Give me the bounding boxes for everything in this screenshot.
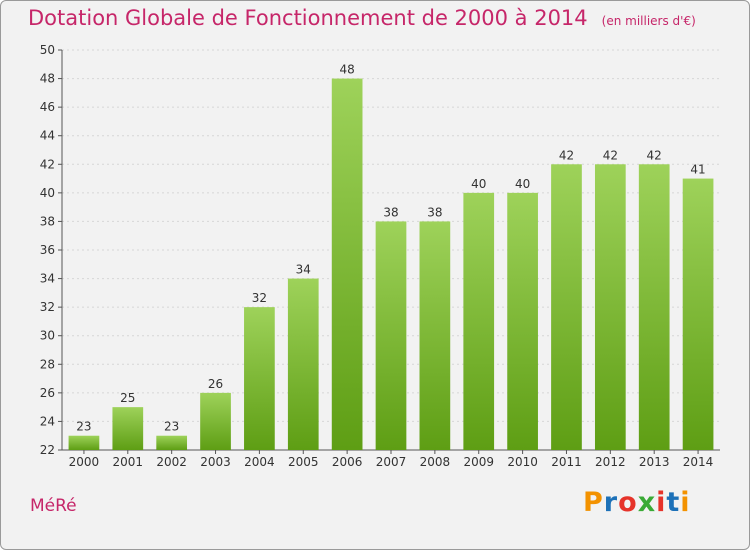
y-tick-label: 42	[40, 157, 55, 171]
x-tick-label: 2008	[420, 455, 451, 469]
y-tick-label: 44	[40, 129, 55, 143]
logo-letter: o	[618, 487, 638, 518]
y-tick-label: 24	[40, 414, 55, 428]
logo-letter: t	[666, 487, 681, 518]
bar	[375, 221, 407, 450]
data-label: 23	[76, 420, 91, 434]
data-label: 26	[208, 377, 223, 391]
x-tick-label: 2009	[463, 455, 494, 469]
data-label: 42	[647, 148, 662, 162]
x-tick-label: 2001	[113, 455, 144, 469]
x-tick-label: 2003	[200, 455, 231, 469]
x-tick-label: 2004	[244, 455, 275, 469]
commune-name: MéRé	[30, 496, 77, 516]
y-tick-label: 48	[40, 72, 55, 86]
y-tick-label: 22	[40, 443, 55, 457]
bar	[68, 435, 100, 450]
y-tick-label: 46	[40, 100, 55, 114]
logo-letter: i	[680, 487, 691, 518]
data-label: 42	[603, 148, 618, 162]
data-label: 41	[690, 163, 705, 177]
data-label: 32	[252, 291, 267, 305]
y-tick-label: 40	[40, 186, 55, 200]
x-tick-label: 2011	[551, 455, 582, 469]
y-tick-label: 50	[40, 43, 55, 57]
bar	[551, 164, 582, 451]
data-label: 23	[164, 420, 179, 434]
bar	[244, 307, 275, 450]
x-tick-label: 2002	[156, 455, 187, 469]
data-label: 38	[383, 205, 398, 219]
proxiti-logo: Proxiti	[583, 487, 691, 518]
chart-unit: (en milliers d'€)	[601, 14, 696, 28]
x-tick-label: 2013	[639, 455, 670, 469]
x-tick-label: 2007	[376, 455, 407, 469]
data-label: 38	[427, 205, 442, 219]
bar	[594, 164, 626, 451]
bar	[419, 221, 451, 450]
y-tick-label: 32	[40, 300, 55, 314]
bar	[463, 192, 495, 450]
logo-letter: r	[603, 487, 619, 518]
y-tick-label: 34	[40, 272, 55, 286]
y-tick-label: 36	[40, 243, 55, 257]
bar	[287, 278, 319, 450]
logo-letter: P	[583, 487, 604, 518]
y-tick-label: 28	[40, 357, 55, 371]
x-tick-label: 2000	[69, 455, 100, 469]
bar	[331, 78, 363, 451]
x-tick-label: 2010	[507, 455, 538, 469]
chart-title: Dotation Globale de Fonctionnement de 20…	[28, 6, 696, 30]
logo-letter: x	[637, 487, 657, 518]
y-tick-label: 26	[40, 386, 55, 400]
bar	[638, 164, 670, 451]
data-label: 48	[339, 63, 354, 77]
data-label: 34	[296, 263, 311, 277]
bar	[112, 407, 144, 450]
x-tick-label: 2012	[595, 455, 626, 469]
logo-letter: i	[656, 487, 667, 518]
y-tick-label: 38	[40, 214, 55, 228]
x-tick-label: 2014	[683, 455, 714, 469]
bar	[200, 392, 231, 450]
bar	[507, 192, 538, 450]
x-tick-label: 2006	[332, 455, 363, 469]
data-label: 40	[515, 177, 530, 191]
data-label: 40	[471, 177, 486, 191]
data-label: 42	[559, 148, 574, 162]
y-tick-label: 30	[40, 329, 55, 343]
bar	[156, 435, 188, 450]
x-tick-label: 2005	[288, 455, 319, 469]
data-label: 25	[120, 391, 135, 405]
bar	[682, 178, 714, 451]
